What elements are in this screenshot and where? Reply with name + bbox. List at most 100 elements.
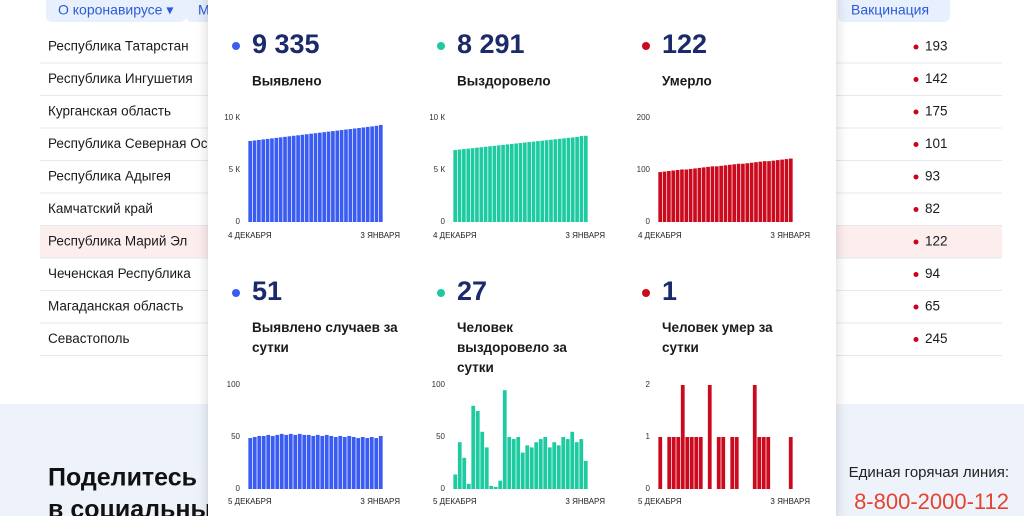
bar — [523, 142, 527, 222]
x-tick-label: 4 ДЕКАБРЯ — [433, 231, 477, 240]
bar — [728, 164, 732, 222]
bar — [701, 167, 706, 222]
y-tick-label: 5 К — [229, 165, 241, 174]
label-line: сутки — [662, 340, 699, 355]
bar — [369, 437, 374, 489]
y-tick-label: 100 — [227, 380, 241, 389]
bar — [457, 442, 462, 489]
bar — [540, 140, 545, 222]
bar — [570, 137, 575, 222]
stat-total: 51 — [252, 276, 282, 306]
bar — [698, 437, 703, 489]
bar — [300, 134, 305, 222]
hotline-phone[interactable]: 8-800-2000-112 — [854, 489, 1009, 514]
death-dot — [913, 44, 919, 50]
x-tick-label: 3 ЯНВАРЯ — [360, 231, 400, 240]
bar — [342, 437, 347, 489]
bar — [315, 434, 320, 489]
bar — [730, 437, 735, 489]
region-name: Камчатский край — [48, 201, 153, 216]
bar — [333, 437, 338, 489]
bar — [287, 136, 292, 222]
bar — [688, 168, 693, 222]
bar — [761, 437, 766, 489]
nav-button[interactable] — [46, 0, 186, 22]
bar — [357, 127, 361, 222]
nav-label[interactable]: М — [198, 2, 210, 18]
bar — [552, 442, 557, 489]
bar — [538, 439, 543, 489]
bar — [684, 169, 689, 222]
bar — [514, 143, 518, 222]
death-dot — [913, 174, 919, 180]
bar — [680, 385, 685, 489]
label-line: выздоровело за — [457, 340, 567, 355]
bar — [279, 433, 284, 489]
bar — [547, 447, 552, 489]
bar — [466, 148, 471, 222]
bar — [561, 437, 566, 489]
nav-label[interactable]: О коронавирусе ▾ — [58, 2, 173, 18]
bar — [507, 437, 512, 489]
bar — [365, 438, 370, 489]
death-dot — [913, 239, 919, 245]
bar — [471, 405, 476, 489]
nav-label[interactable]: Вакцинация — [851, 2, 929, 18]
bar — [252, 437, 257, 489]
bar — [553, 139, 558, 222]
bar — [339, 130, 344, 222]
death-count: 122 — [925, 234, 948, 249]
bar — [293, 434, 298, 489]
region-name: Республика Марий Эл — [48, 234, 187, 249]
share-title: Поделитесь — [48, 464, 197, 492]
x-tick-label: 3 ЯНВАРЯ — [565, 497, 605, 506]
bar — [570, 431, 575, 489]
bar — [306, 434, 311, 489]
bar — [749, 162, 754, 222]
bar — [484, 447, 489, 489]
y-tick-label: 5 К — [434, 165, 446, 174]
bar — [360, 437, 365, 489]
bar — [496, 145, 501, 222]
bar — [516, 437, 521, 489]
region-name: Республика Ингушетия — [48, 71, 193, 86]
y-tick-label: 10 К — [429, 113, 445, 122]
bar — [284, 434, 289, 489]
bar — [322, 132, 327, 222]
death-dot — [913, 77, 919, 82]
bar — [498, 480, 503, 489]
bar — [283, 136, 287, 222]
bar — [775, 160, 780, 222]
bar — [544, 140, 549, 222]
bar — [320, 435, 325, 489]
bar — [475, 147, 479, 222]
bar — [788, 158, 793, 222]
x-tick-label: 3 ЯНВАРЯ — [770, 231, 810, 240]
nav-button[interactable] — [838, 0, 950, 22]
bar — [676, 437, 681, 489]
bar — [658, 172, 663, 222]
bar — [338, 435, 343, 489]
bar — [313, 133, 318, 222]
bar — [784, 159, 789, 222]
bar — [707, 385, 712, 489]
bar — [788, 437, 793, 489]
death-count: 93 — [925, 169, 940, 184]
bar — [583, 135, 588, 222]
bar — [493, 486, 498, 489]
stat-total: 122 — [662, 29, 707, 59]
death-count: 245 — [925, 331, 948, 346]
bar — [370, 126, 374, 222]
label-line: Человек умер за — [662, 320, 773, 335]
stat-label: Выздоровело — [457, 74, 551, 89]
stat-total: 9 335 — [252, 29, 320, 59]
bar — [475, 411, 480, 489]
region-name: Республика Татарстан — [48, 39, 189, 54]
y-tick-label: 50 — [231, 432, 240, 441]
bar — [685, 437, 690, 489]
bar — [275, 434, 280, 489]
bar — [453, 474, 458, 489]
stat-dot — [642, 42, 650, 50]
bar — [261, 139, 266, 222]
